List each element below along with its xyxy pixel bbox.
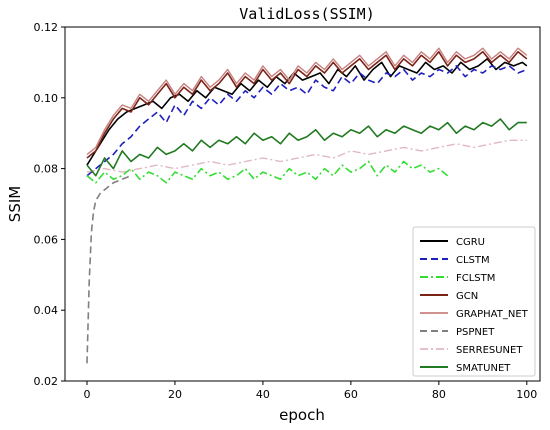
y-axis-label: SSIM [6,186,24,222]
x-axis: 0 20 40 60 80 100 [83,381,537,401]
legend-label-fclstm: FCLSTM [456,273,495,284]
series-line-gcn [86,50,528,159]
chart-title: ValidLoss(SSIM) [239,5,374,23]
legend-label-cgru: CGRU [456,237,485,248]
y-tick-label: 0.04 [34,304,59,317]
x-tick-label: 80 [432,388,446,401]
legend: CGRU CLSTM FCLSTM GCN GRAPHAT_NET PSPNET SERRE… [412,226,536,377]
legend-box [412,226,536,377]
y-tick-label: 0.08 [34,163,59,176]
series-line-serresunet [86,139,527,173]
series-line-graphat-net [86,47,528,155]
x-axis-label: epoch [279,406,325,424]
legend-label-pspnet: PSPNET [456,327,495,338]
y-tick-label: 0.12 [34,21,59,34]
x-tick-label: 20 [168,388,182,401]
series-line-clstm [86,65,528,177]
x-tick-label: 40 [256,388,270,401]
y-tick-label: 0.02 [34,375,59,388]
x-tick-label: 0 [83,388,90,401]
legend-label-smatunet: SMATUNET [456,363,511,374]
y-axis: 0.02 0.04 0.06 0.08 0.10 0.12 [34,21,65,388]
series-line-cgru [86,58,528,166]
legend-label-gcn: GCN [456,291,478,302]
series-line-fclstm [86,160,449,184]
x-tick-label: 100 [516,388,537,401]
series-line-smatunet [86,118,527,177]
y-tick-label: 0.06 [34,233,59,246]
x-tick-label: 60 [344,388,358,401]
series-line-pspnet [86,174,132,364]
y-tick-label: 0.10 [34,92,59,105]
legend-label-clstm: CLSTM [456,255,490,266]
plot-frame [64,26,541,382]
legend-label-serresunet: SERRESUNET [456,345,523,356]
legend-label-graphat-net: GRAPHAT_NET [456,309,529,320]
plot-lines [86,47,528,364]
